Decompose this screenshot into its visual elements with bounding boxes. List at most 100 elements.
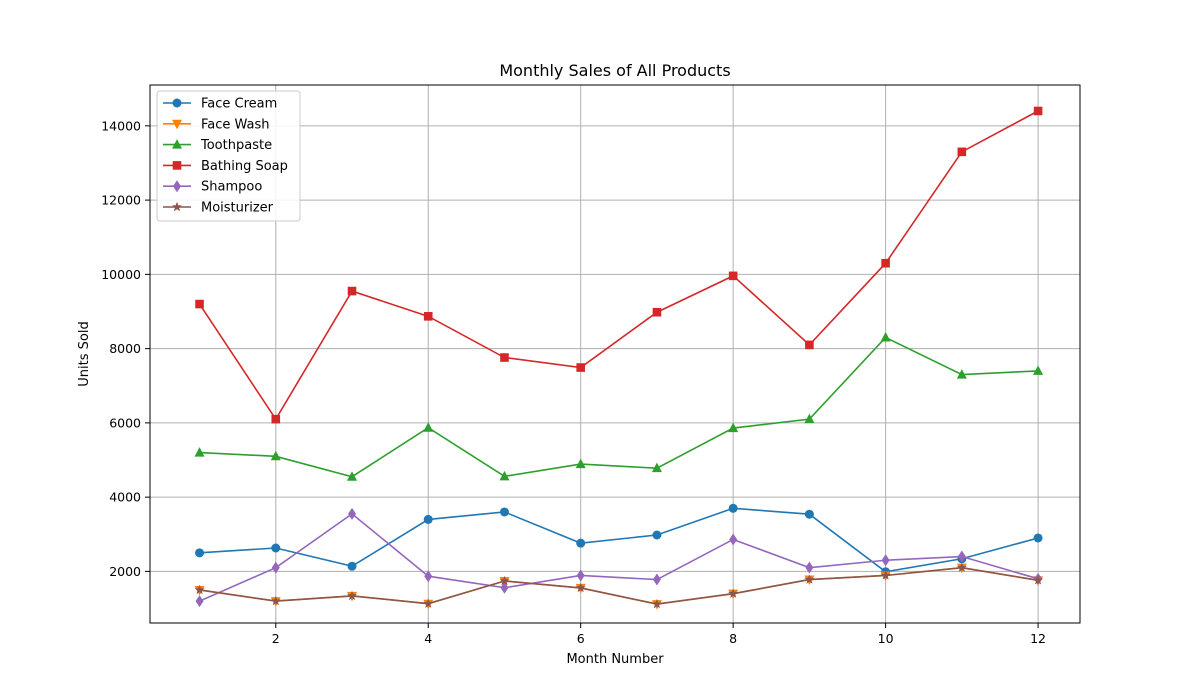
data-point-moisturizer [575,582,586,593]
data-point-moisturizer [880,570,891,580]
y-tick-label: 10000 [101,267,141,282]
data-point-moisturizer [499,575,510,586]
data-point-toothpaste [728,422,739,433]
series-shampoo [195,507,1043,608]
x-tick-label: 6 [577,631,585,646]
data-point-face-cream [499,507,509,517]
data-point-toothpaste [804,413,815,424]
legend-label: Moisturizer [201,201,274,216]
data-point-bathing-soap [195,299,204,309]
legend-label: Bathing Soap [201,159,288,174]
data-point-toothpaste [956,369,967,379]
data-point-bathing-soap [805,340,814,350]
data-point-moisturizer [423,598,434,608]
data-point-bathing-soap [347,286,357,296]
series-line-face-cream [199,507,1039,573]
data-point-toothpaste [270,450,281,461]
data-point-bathing-soap [500,353,509,362]
x-tick-label: 12 [1030,631,1046,646]
data-point-toothpaste [1033,365,1044,375]
data-point-bathing-soap [423,312,433,321]
data-point-toothpaste [423,422,434,432]
legend-swatch-marker [172,139,182,149]
series-line-moisturizer [199,566,1039,605]
data-point-shampoo [271,561,280,574]
legend-label: Face Wash [201,117,270,132]
x-axis-title: Month Number [566,652,664,667]
data-point-shampoo [500,581,509,594]
legend-item-shampoo: Shampoo [163,180,262,195]
data-point-bathing-soap [881,258,890,268]
data-point-toothpaste [575,458,586,469]
data-point-shampoo [652,573,661,586]
data-point-moisturizer [347,590,357,601]
plot-area [194,106,1044,610]
data-point-face-cream [804,509,814,519]
legend-swatch-marker [172,119,182,130]
data-point-moisturizer [1033,575,1044,585]
series-bathing-soap [195,106,1043,424]
chart-title: Monthly Sales of All Products [499,61,730,80]
series-line-bathing-soap [198,110,1039,421]
y-tick-label: 2000 [109,564,141,579]
data-point-shampoo [424,570,433,583]
data-point-shampoo [729,533,738,546]
legend-swatch-marker [173,180,181,193]
data-point-moisturizer [728,588,739,598]
grid [150,85,1080,623]
legend-item-moisturizer: Moisturizer [163,201,274,216]
x-tick-label: 2 [272,631,280,646]
series-toothpaste [194,331,1044,481]
x-tick-label: 4 [424,631,432,646]
axes: 2 4 6 8 10 12 2000 4000 6000 8000 10000 12000 14000 [101,84,1081,646]
data-point-bathing-soap [1033,106,1043,116]
legend-swatch-marker [172,201,182,212]
legend: Face Cream Face Wash Toothpaste Bathing Soa… [156,90,301,222]
data-point-face-cream [652,530,662,540]
data-point-bathing-soap [271,414,281,424]
legend-item-toothpaste: Toothpaste [163,138,272,153]
legend-label: Toothpaste [200,138,272,153]
data-point-bathing-soap [576,363,585,372]
x-tick-label: 10 [878,631,894,646]
y-tick-label: 4000 [109,490,141,505]
series-moisturizer [194,562,1044,609]
legend-swatch-marker [172,161,182,170]
legend-box [156,90,301,222]
data-point-face-cream [576,538,586,548]
x-tick-label: 8 [729,631,737,646]
y-tick-label: 14000 [101,118,141,133]
data-point-bathing-soap [728,271,738,281]
data-point-moisturizer [956,562,967,572]
data-point-toothpaste [880,331,891,342]
data-point-face-cream [347,561,357,571]
data-point-shampoo [957,550,966,563]
series-face-wash [194,563,1044,610]
data-point-moisturizer [270,595,281,606]
legend-item-face-cream: Face Cream [163,97,277,112]
series-line-shampoo [199,512,1039,602]
data-point-toothpaste [651,462,662,473]
y-tick-label: 12000 [101,193,141,208]
data-point-face-cream [271,543,281,553]
data-point-face-cream [195,548,205,558]
legend-label: Shampoo [201,180,262,195]
data-point-shampoo [576,569,585,582]
data-point-face-cream [1033,533,1043,543]
data-point-moisturizer [651,598,662,609]
data-point-face-cream [423,514,433,524]
series-line-toothpaste [199,336,1039,478]
data-point-bathing-soap [957,147,967,157]
data-point-shampoo [348,507,357,520]
legend-item-face-wash: Face Wash [163,117,270,132]
data-point-toothpaste [194,447,205,457]
y-axis-title: Units Sold [77,321,92,386]
axes-frame [149,84,1081,624]
legend-label: Face Cream [201,97,277,112]
data-point-shampoo [195,595,204,608]
legend-swatch-marker [172,98,182,108]
data-point-bathing-soap [652,307,662,317]
legend-item-bathing-soap: Bathing Soap [163,159,288,174]
y-tick-label: 6000 [109,415,141,430]
